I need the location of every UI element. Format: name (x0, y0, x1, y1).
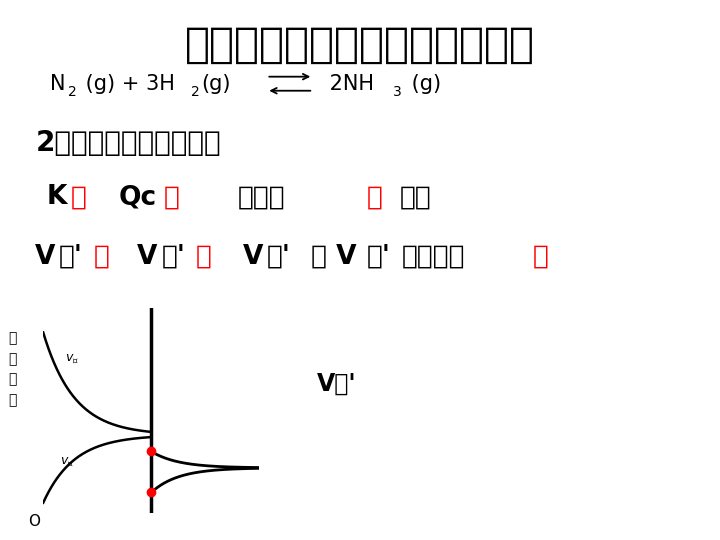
Text: $v_{逆}$: $v_{逆}$ (60, 455, 74, 468)
Text: 和 V: 和 V (302, 244, 356, 269)
Text: 逆': 逆' (161, 244, 185, 269)
Text: 平衡向: 平衡向 (238, 184, 285, 210)
Text: V正': V正' (163, 489, 204, 513)
Text: 2: 2 (68, 85, 77, 99)
Text: N: N (50, 73, 66, 94)
Text: ？: ？ (71, 184, 86, 210)
Text: (g): (g) (202, 73, 231, 94)
Text: V: V (137, 244, 157, 269)
Text: 大小关系: 大小关系 (402, 244, 465, 269)
Text: 一、压强对化学平衡移动的影响: 一、压强对化学平衡移动的影响 (185, 24, 535, 66)
Text: ？: ？ (196, 244, 212, 269)
Text: 正': 正' (267, 244, 291, 269)
Text: 时间: 时间 (223, 494, 241, 509)
Text: ？: ？ (367, 184, 383, 210)
Text: 正': 正' (59, 244, 83, 269)
Text: ？: ？ (533, 244, 549, 269)
Text: ？: ？ (164, 184, 180, 210)
Text: 逆': 逆' (367, 244, 391, 269)
Text: (g): (g) (405, 73, 441, 94)
Text: V: V (35, 244, 55, 269)
Text: O: O (29, 514, 40, 529)
Text: 2NH: 2NH (323, 73, 374, 94)
Text: $v_{正}$: $v_{正}$ (65, 352, 78, 365)
Text: (g) + 3H: (g) + 3H (79, 73, 175, 94)
Text: 2: 2 (191, 85, 199, 99)
Text: K: K (47, 184, 67, 210)
Text: 3: 3 (393, 85, 402, 99)
Text: 应: 应 (9, 352, 17, 366)
Text: Qc: Qc (119, 184, 157, 210)
Text: 移动: 移动 (400, 184, 431, 210)
Text: 率: 率 (9, 393, 17, 407)
Text: V: V (243, 244, 263, 269)
Text: ？: ？ (94, 244, 109, 269)
Text: 速: 速 (9, 373, 17, 387)
Text: 2、扩大体积，减小压强: 2、扩大体积，减小压强 (36, 129, 222, 157)
Text: 反: 反 (9, 332, 17, 346)
Text: V逆': V逆' (317, 372, 356, 395)
